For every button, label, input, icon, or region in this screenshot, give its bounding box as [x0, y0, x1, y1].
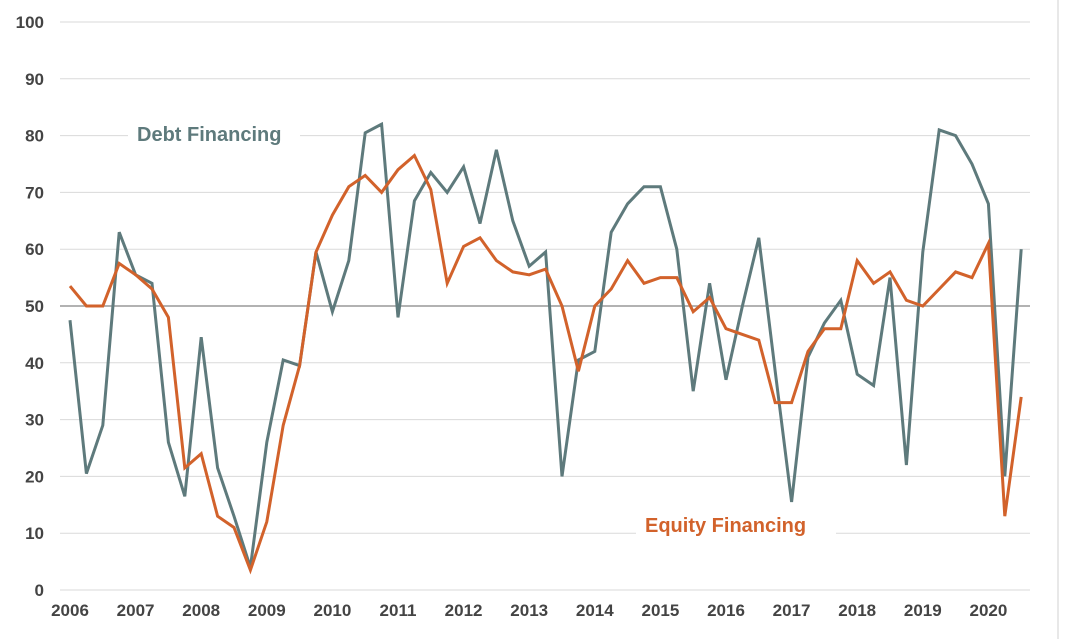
- y-tick-label: 90: [25, 70, 44, 89]
- series-lines: [68, 121, 1023, 575]
- x-tick-label: 2012: [445, 601, 483, 620]
- y-tick-label: 50: [25, 297, 44, 316]
- y-tick-label: 100: [16, 13, 44, 32]
- series-line-debt: [68, 121, 1023, 568]
- y-tick-label: 60: [25, 240, 44, 259]
- y-tick-label: 40: [25, 354, 44, 373]
- x-axis: 2006 2007 2008 2009 2010 2011 2012 2013 2014 2015…: [51, 601, 1007, 620]
- y-tick-label: 10: [25, 524, 44, 543]
- x-tick-label: 2020: [969, 601, 1007, 620]
- series-line-equity: [68, 153, 1023, 575]
- x-tick-label: 2016: [707, 601, 745, 620]
- legend-equity-label: Equity Financing: [645, 515, 806, 537]
- x-tick-label: 2008: [182, 601, 220, 620]
- y-tick-label: 80: [25, 127, 44, 146]
- gridlines: [60, 21, 1030, 591]
- x-tick-label: 2007: [117, 601, 155, 620]
- x-tick-label: 2013: [510, 601, 548, 620]
- x-tick-label: 2010: [313, 601, 351, 620]
- x-tick-label: 2014: [576, 601, 614, 620]
- legend-equity: Equity Financing: [636, 510, 836, 540]
- x-tick-label: 2018: [838, 601, 876, 620]
- y-tick-label: 20: [25, 467, 44, 486]
- x-tick-label: 2019: [904, 601, 942, 620]
- y-tick-label: 70: [25, 183, 44, 202]
- x-tick-label: 2017: [773, 601, 811, 620]
- y-tick-label: 30: [25, 411, 44, 430]
- y-axis: 0 10 20 30 40 50 60 70 80 90 100: [16, 13, 44, 600]
- legend-debt-label: Debt Financing: [137, 124, 281, 146]
- y-tick-label: 0: [35, 581, 44, 600]
- x-tick-label: 2011: [380, 601, 417, 620]
- x-tick-label: 2015: [641, 601, 679, 620]
- x-tick-label: 2009: [248, 601, 286, 620]
- x-tick-label: 2006: [51, 601, 89, 620]
- legend-debt: Debt Financing: [128, 118, 300, 148]
